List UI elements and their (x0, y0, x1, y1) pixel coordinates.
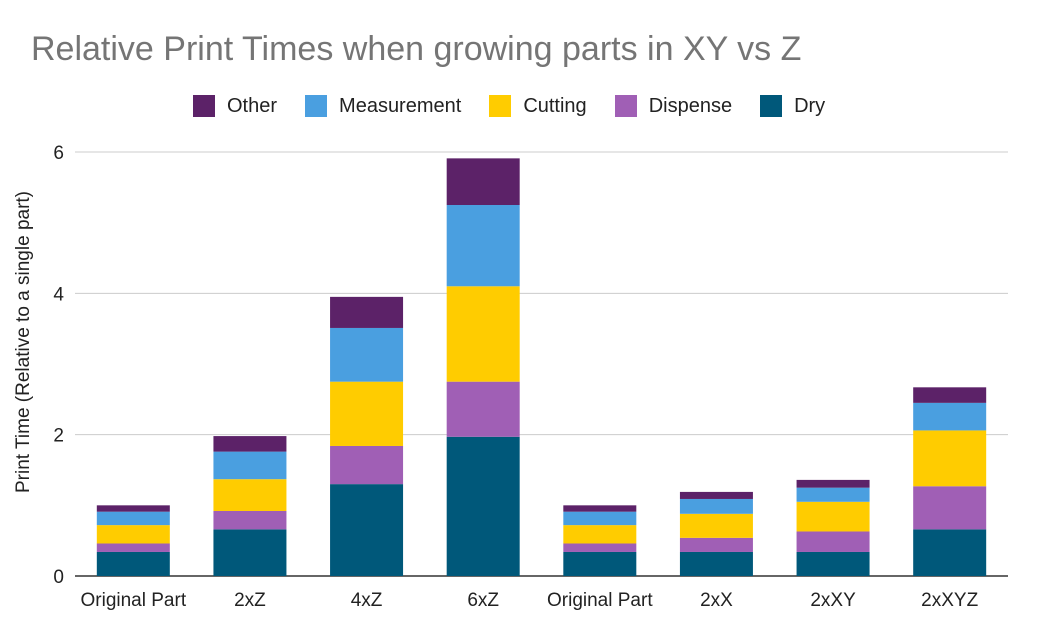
bar-segment-cutting (796, 501, 870, 532)
legend-item-dry: Dry (760, 95, 825, 118)
bar-segment-dry (446, 436, 520, 576)
bar-segment-cutting (563, 525, 637, 544)
y-tick-label: 2 (53, 426, 64, 447)
legend-swatch-measurement (305, 95, 328, 117)
bar-segment-measurement (213, 451, 287, 480)
bar-segment-other (913, 387, 987, 403)
x-tick-label: 2xZ (234, 590, 266, 611)
bar-segment-dry (679, 551, 753, 576)
legend-label-dry: Dry (794, 94, 826, 117)
legend-swatch-dispense (614, 95, 637, 117)
bar-segment-dry (563, 551, 637, 576)
bar-segment-dispense (796, 531, 870, 552)
legend-label-measurement: Measurement (339, 94, 462, 117)
bar-segment-other (563, 505, 637, 512)
bar-segment-other (796, 479, 870, 488)
x-tick-label: 2xXY (810, 590, 856, 611)
legend-item-other: Other (193, 95, 277, 118)
bar-segment-cutting (330, 381, 404, 446)
legend-swatch-dry (760, 95, 783, 117)
bar-segment-other (96, 505, 170, 512)
bar-segment-dry (213, 529, 287, 576)
bar-segment-dispense (679, 537, 753, 552)
bar-segment-other (446, 158, 520, 205)
bar-segment-other (330, 296, 404, 328)
x-tick-label: Original Part (547, 590, 653, 611)
bars (96, 158, 987, 576)
bar-segment-dry (796, 551, 870, 576)
bar-segment-other (213, 436, 287, 452)
bar-segment-dispense (330, 445, 404, 485)
bar-segment-measurement (96, 511, 170, 526)
bar-segment-dry (96, 551, 170, 576)
x-tick-label: 2xXYZ (921, 590, 978, 611)
bar-segment-measurement (563, 511, 637, 526)
bar-segment-cutting (679, 513, 753, 538)
bar-segment-measurement (796, 487, 870, 502)
y-tick-label: 0 (53, 567, 64, 588)
y-axis-label: Print Time (Relative to a single part) (13, 191, 34, 493)
y-ticks: 0 2 4 6 (53, 143, 64, 588)
bar-segment-dry (330, 484, 404, 576)
bar-segment-dispense (446, 381, 520, 437)
bar-segment-measurement (913, 402, 987, 431)
bar-segment-dry (913, 529, 987, 576)
legend-item-cutting: Cutting (489, 94, 587, 118)
chart-title: Relative Print Times when growing parts … (31, 30, 802, 68)
bar-segment-measurement (330, 327, 404, 382)
bar-segment-measurement (679, 498, 753, 514)
legend-item-dispense: Dispense (614, 94, 733, 118)
bar-segment-dispense (96, 543, 170, 552)
bar-segment-cutting (446, 286, 520, 382)
legend-label-cutting: Cutting (523, 94, 587, 117)
bar-segment-other (679, 491, 753, 499)
bar-segment-cutting (213, 479, 287, 511)
legend-item-measurement: Measurement (305, 95, 461, 118)
legend-swatch-other (193, 95, 215, 117)
bar-segment-dispense (213, 510, 287, 530)
x-tick-label: 4xZ (351, 590, 383, 611)
y-tick-label: 6 (53, 143, 64, 164)
x-tick-label: 2xX (700, 590, 733, 611)
x-tick-label: 6xZ (467, 590, 499, 611)
legend-swatch-cutting (489, 95, 512, 117)
legend: Other Measurement Cutting Dispense Dry (193, 93, 853, 119)
bar-segment-cutting (96, 525, 170, 544)
bar-segment-cutting (913, 430, 987, 487)
x-ticks: Original Part 2xZ 4xZ 6xZ Original Part 2xX 2x… (81, 590, 979, 611)
y-tick-label: 4 (53, 284, 64, 305)
legend-label-dispense: Dispense (648, 94, 733, 117)
bar-segment-measurement (446, 205, 520, 287)
legend-label-other: Other (227, 94, 278, 117)
x-tick-label: Original Part (81, 590, 187, 611)
bar-segment-dispense (913, 486, 987, 530)
bar-segment-dispense (563, 543, 637, 552)
